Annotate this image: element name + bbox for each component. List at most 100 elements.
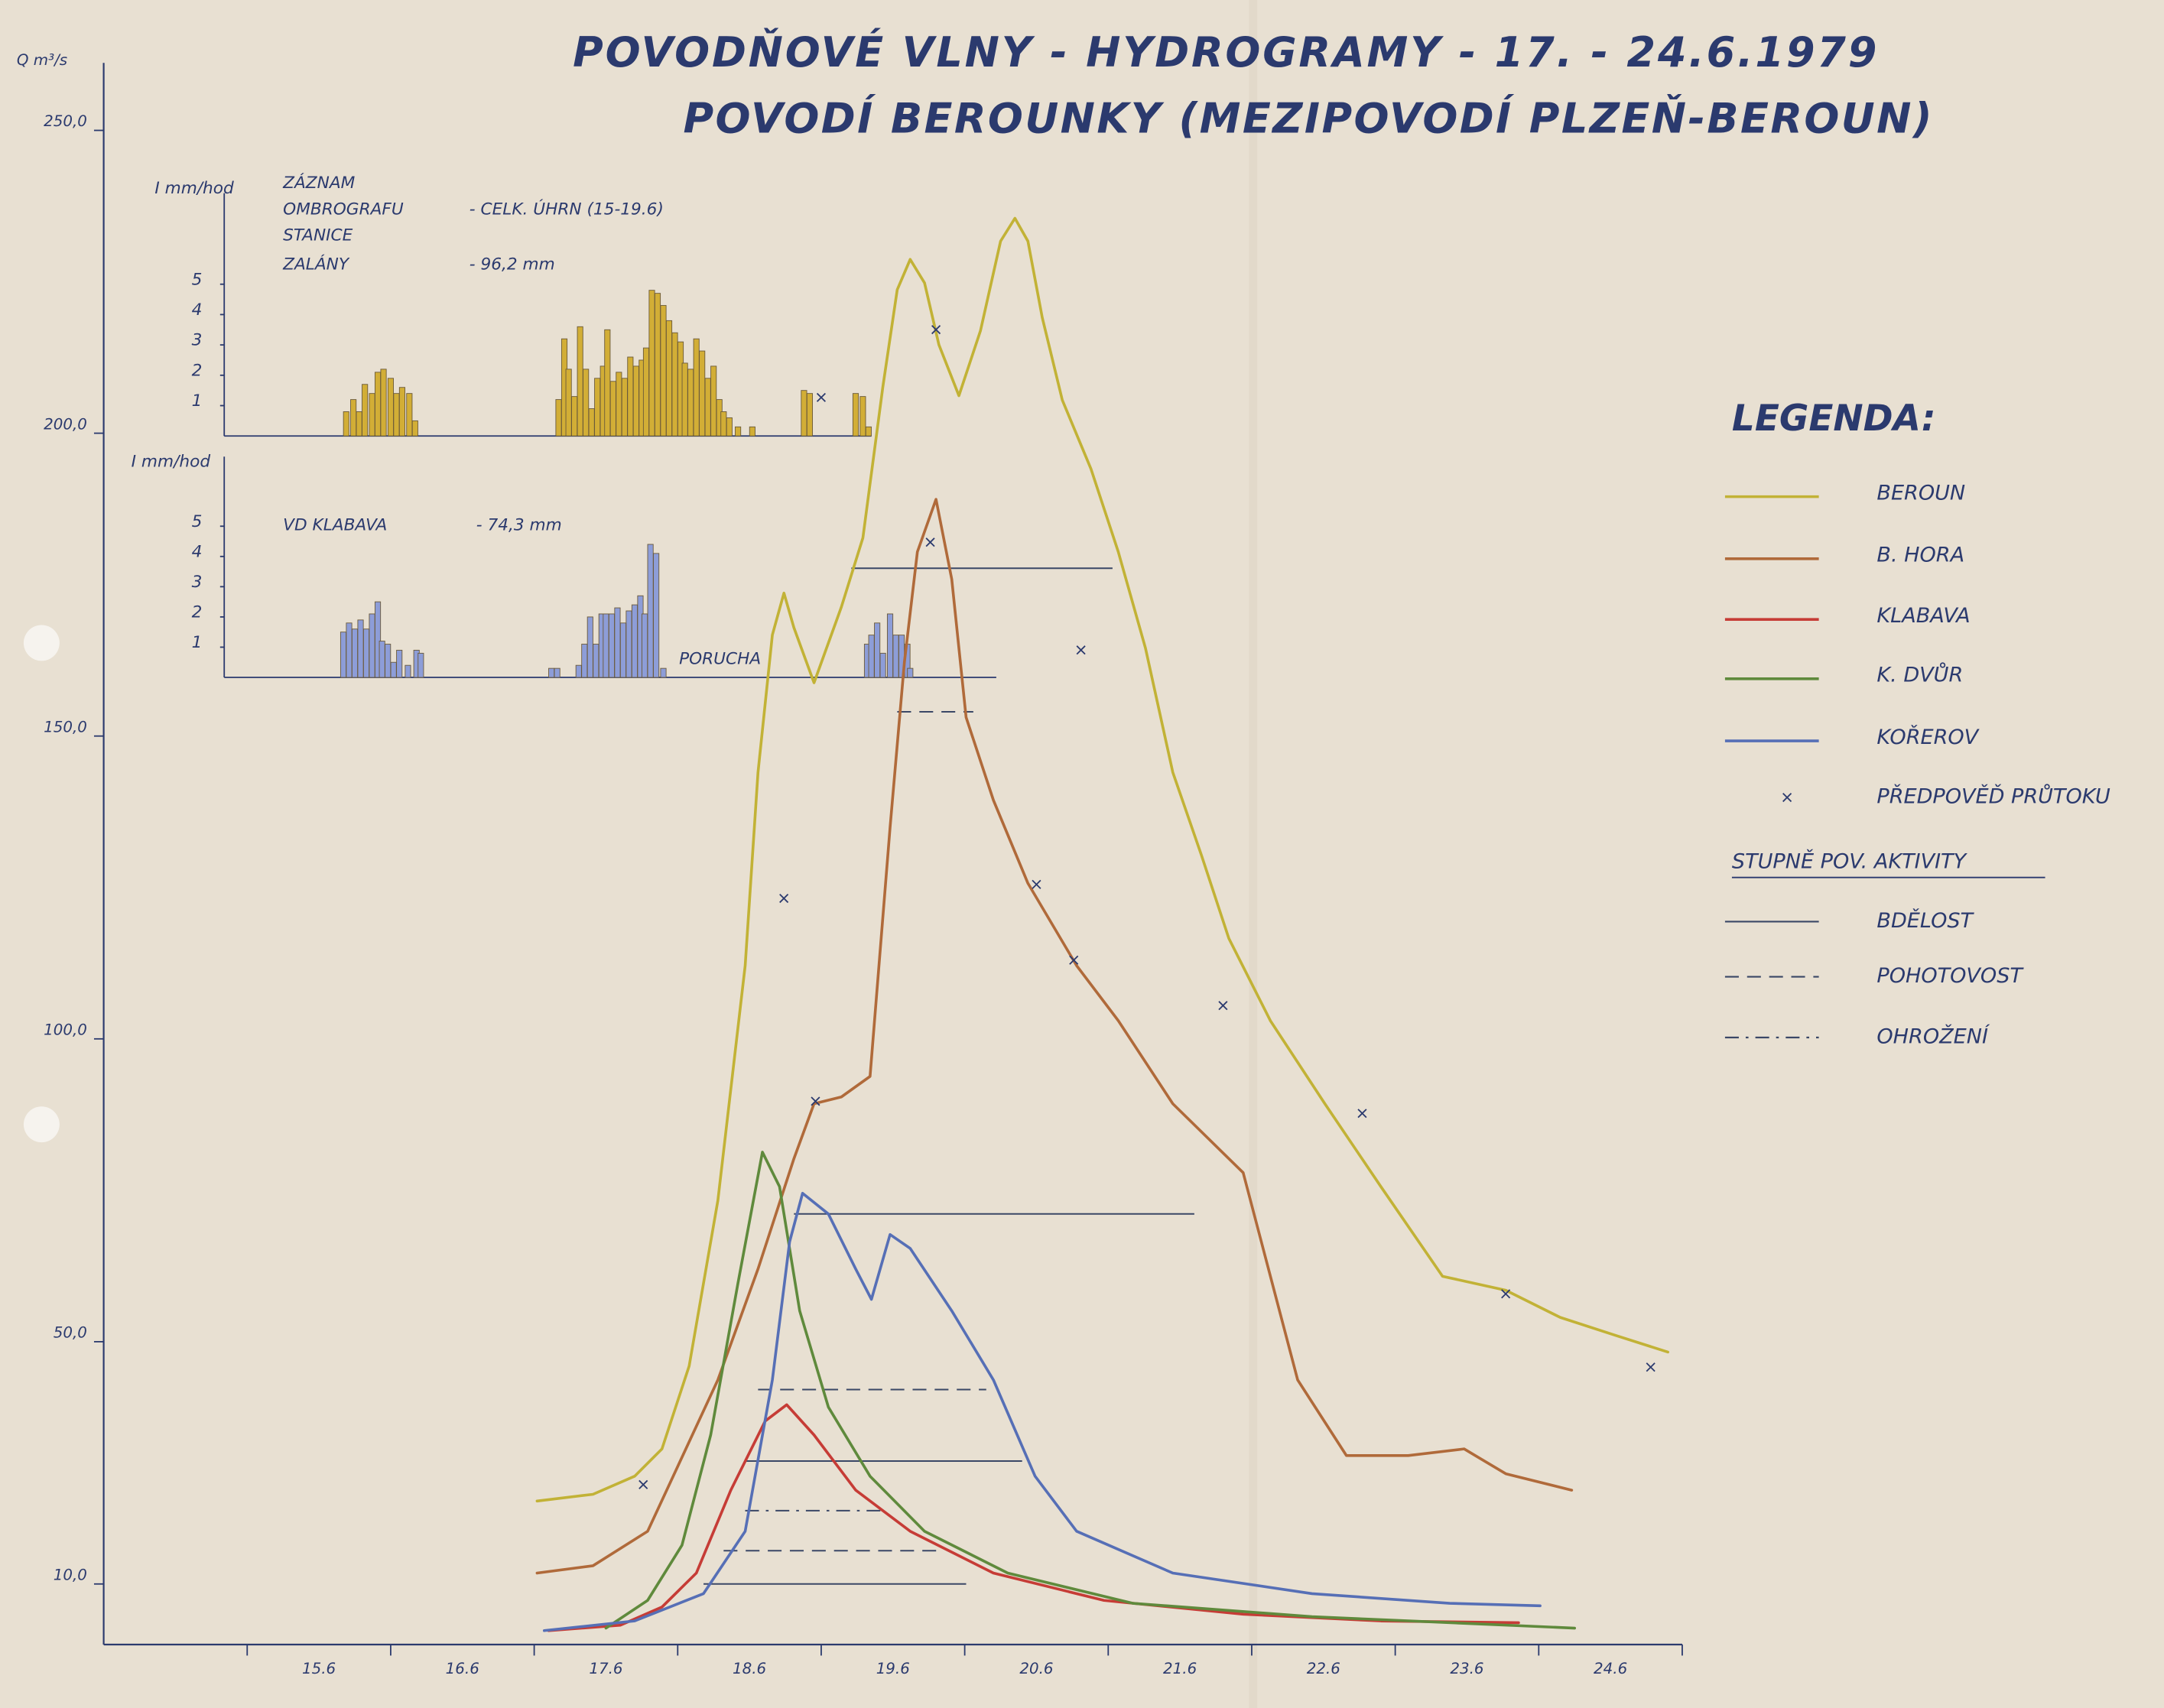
hydrograph-line [547,1403,1520,1632]
rain-bar [621,378,628,437]
inset-note: ZÁZNAM [282,173,355,193]
rain-bar [726,417,733,437]
rain-bar [380,369,387,437]
rain-bar [565,369,572,437]
inset-note: VD KLABAVA [283,516,387,535]
inset-y-tick-label: 3 [192,573,203,592]
forecast-marker [1501,1289,1511,1299]
rain-bar [892,635,899,678]
inset-note: - CELK. ÚHRN (15-19.6) [470,199,664,219]
forecast-marker [1076,645,1086,655]
inset-note: STANICE [283,226,353,245]
rain-bar [642,347,650,437]
rain-bar [852,393,859,437]
rain-bar [886,613,894,678]
rain-bar [604,329,611,437]
y-tick-label: 150,0 [44,718,87,735]
rain-bar [865,426,872,437]
rain-bar [619,622,627,678]
rain-bar [720,411,727,437]
legend-label: OHROŽENÍ [1876,1024,1990,1049]
rain-bar [660,667,667,678]
rain-bar [385,644,392,678]
legend-label: K. DVŮR [1876,663,1963,687]
paper-fold [1249,0,1258,1708]
inset-note: ZALÁNY [282,254,350,274]
rain-bar [583,369,590,437]
rain-bar [687,369,694,437]
punch-hole [23,625,60,661]
forecast-marker [1218,1001,1228,1011]
y-axis-label: Q m³/s [17,51,67,69]
forecast-marker [931,325,941,335]
rain-bar [387,378,394,437]
y-tick-label: 100,0 [44,1021,87,1038]
rain-bar [405,664,411,678]
rain-bar [749,426,755,437]
inset-y-tick-label: 1 [192,633,203,652]
legend-subtitle: STUPNĚ POV. AKTIVITY [1732,849,1968,873]
forecast-marker [1646,1362,1655,1372]
rain-bar [548,667,555,678]
rain-bar [614,607,621,678]
inset-y-label: I mm/hod [154,179,234,198]
x-tick-label: 21.6 [1163,1660,1197,1677]
rain-bar [393,393,400,437]
legend-label: BDĚLOST [1876,908,1974,933]
x-tick-label: 24.6 [1594,1660,1627,1677]
forecast-marker [816,392,826,402]
y-tick-label: 250,0 [44,112,87,130]
legend-label: POHOTOVOST [1876,964,2024,988]
forecast-marker [779,893,789,904]
forecast-marker [925,537,935,547]
inset-y-tick-label: 4 [192,300,203,320]
forecast-marker [1357,1109,1367,1119]
legend-label: KLABAVA [1876,604,1970,628]
rain-bar [608,613,616,678]
rain-bar [671,332,678,437]
inset-y-tick-label: 5 [192,512,203,531]
rain-bar [627,356,634,437]
y-tick-label: 10,0 [54,1566,87,1583]
rain-bar [581,644,588,678]
rain-bar [555,399,562,437]
rain-bar [571,396,578,437]
rain-bar [653,553,660,678]
forecast-marker [1032,879,1041,889]
rain-bar [374,372,382,437]
rain-bar [346,622,353,678]
legend-label: KOŘEROV [1876,725,1980,749]
rain-bar [625,610,632,678]
punch-hole [23,1106,60,1143]
rain-bar [362,628,370,678]
rain-bar [594,378,601,437]
x-tick-label: 15.6 [302,1660,336,1677]
legend-title: LEGENDA: [1732,398,1936,440]
rain-bar [693,338,700,437]
rain-bar [406,393,413,437]
inset-y-tick-label: 3 [192,331,203,350]
rain-bar [396,649,403,678]
rain-bar [665,320,673,437]
legend-label: BEROUN [1876,482,1965,505]
x-tick-label: 22.6 [1307,1660,1340,1677]
legend-label: B. HORA [1876,544,1964,567]
rain-bar [603,613,609,678]
inset-y-tick-label: 4 [192,542,203,561]
rain-bar [379,641,385,678]
inset-y-tick-label: 5 [192,270,203,289]
rain-bar [350,399,357,437]
rain-bar [859,396,866,437]
rain-bar [593,644,599,678]
legend-label: PŘEDPOVĚĎ PRŮTOKU [1876,784,2110,809]
y-tick-label: 50,0 [54,1324,87,1342]
rain-bar [343,411,349,437]
rain-bar [577,326,583,437]
rain-bar [357,619,364,678]
rain-bar [907,667,914,678]
inset-y-tick-label: 1 [192,391,203,411]
rain-bar [874,622,881,678]
